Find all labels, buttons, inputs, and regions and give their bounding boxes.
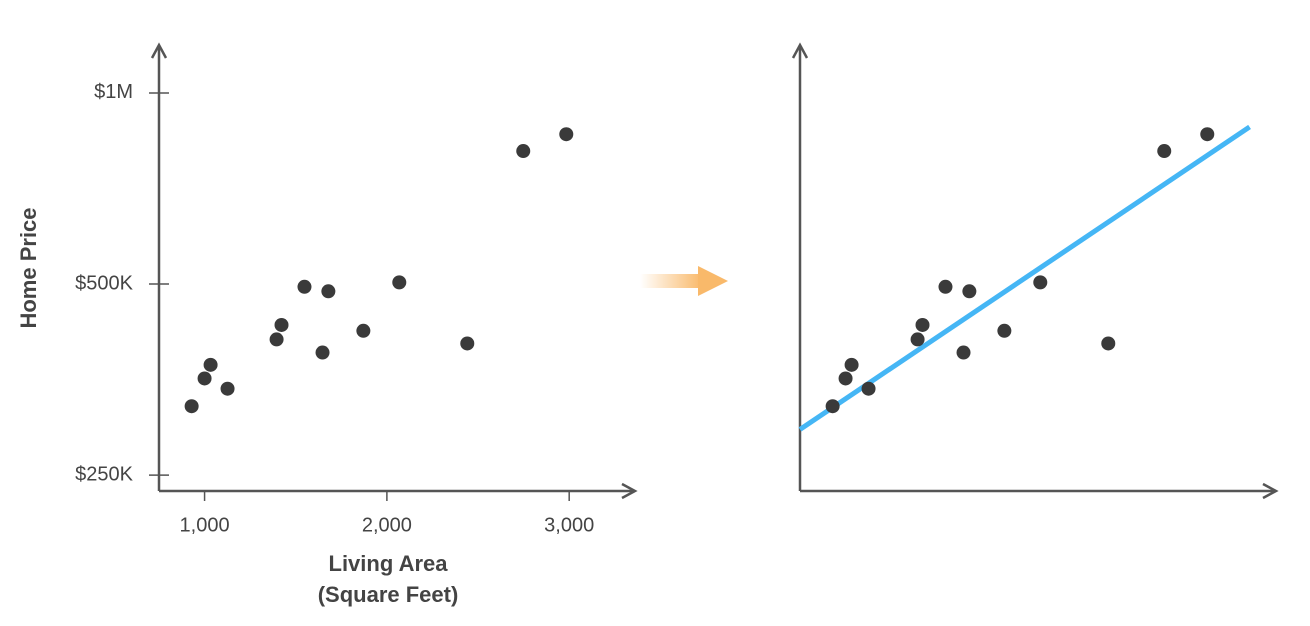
- data-point: [1157, 144, 1172, 159]
- y-tick-label: $500K: [75, 272, 133, 294]
- data-point: [321, 284, 336, 299]
- data-point: [962, 284, 977, 299]
- data-point: [997, 323, 1012, 338]
- data-point: [269, 332, 284, 347]
- data-point: [220, 381, 235, 396]
- data-point: [938, 279, 953, 294]
- data-point: [392, 275, 407, 290]
- y-axis-title: Home Price: [16, 207, 41, 328]
- y-axis-arrow: [150, 42, 168, 59]
- y-tick-label: $250K: [75, 463, 133, 485]
- data-point: [559, 127, 574, 142]
- x-tick-label: 3,000: [544, 514, 594, 536]
- data-point: [460, 336, 475, 351]
- data-point: [203, 357, 218, 372]
- y-axis-arrow: [791, 42, 809, 59]
- x-tick-label: 2,000: [362, 514, 412, 536]
- data-point: [844, 357, 859, 372]
- data-point: [825, 399, 840, 414]
- data-point: [861, 381, 876, 396]
- x-axis-title: Living Area: [329, 551, 449, 576]
- data-point: [274, 317, 289, 332]
- data-point: [1033, 275, 1048, 290]
- fit-line: [798, 124, 1251, 432]
- data-point: [838, 371, 853, 386]
- data-point: [1101, 336, 1116, 351]
- x-axis-arrow: [621, 482, 638, 500]
- chart: $250K $500K $1M 1,000 2,000 3,000 Home Price Li…: [16, 42, 638, 607]
- data-point: [297, 279, 312, 294]
- x-axis-arrow: [1262, 482, 1279, 500]
- data-point: [356, 323, 371, 338]
- x-axis-title: (Square Feet): [318, 582, 459, 607]
- chart: [791, 42, 1279, 500]
- data-point: [915, 317, 930, 332]
- data-point: [197, 371, 212, 386]
- data-point: [315, 345, 330, 360]
- data-point: [1200, 127, 1215, 142]
- data-point: [516, 144, 531, 159]
- transition-arrow: [640, 266, 728, 296]
- data-point: [184, 399, 199, 414]
- data-point: [956, 345, 971, 360]
- y-tick-label: $1M: [94, 81, 133, 103]
- x-tick-label: 1,000: [180, 514, 230, 536]
- data-point: [910, 332, 925, 347]
